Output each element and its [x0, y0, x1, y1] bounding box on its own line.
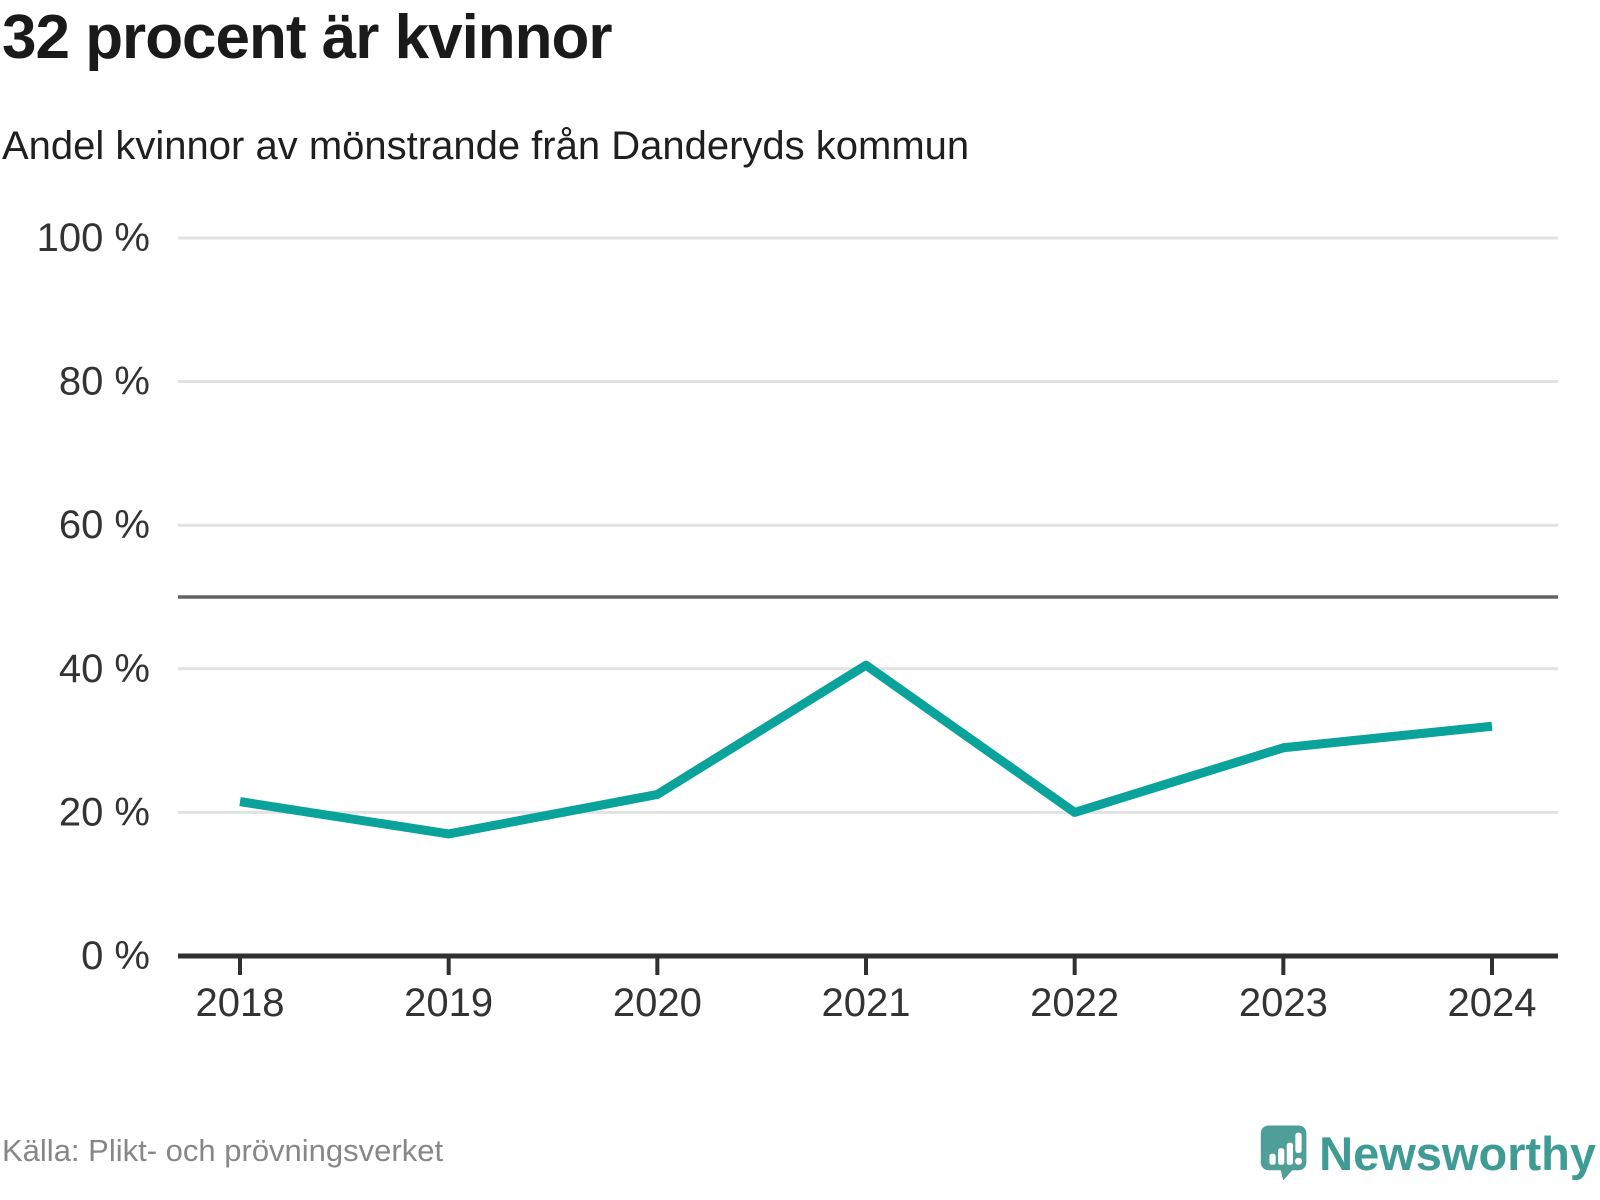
chart-subtitle: Andel kvinnor av mönstrande från Dandery… [2, 124, 970, 168]
x-tick-label: 2018 [196, 981, 285, 1025]
y-tick-label: 40 % [59, 647, 150, 691]
newsworthy-logo-icon [1260, 1125, 1307, 1181]
x-tick-label: 2022 [1030, 981, 1119, 1025]
x-tick-label: 2024 [1448, 981, 1537, 1025]
chart-title: 32 procent är kvinnor [2, 3, 613, 72]
x-tick-label: 2020 [613, 981, 702, 1025]
x-tick-label: 2021 [822, 981, 911, 1025]
x-tick-label: 2023 [1239, 981, 1328, 1025]
y-tick-label: 60 % [59, 503, 150, 547]
newsworthy-logo: Newsworthy [1260, 1117, 1596, 1189]
y-tick-label: 20 % [59, 790, 150, 834]
data-line [239, 660, 1493, 839]
y-tick-label: 0 % [81, 934, 150, 978]
y-tick-label: 80 % [59, 360, 150, 404]
y-tick-label: 100 % [37, 216, 150, 260]
newsworthy-logo-wordmark: Newsworthy [1319, 1126, 1596, 1180]
x-tick-label: 2019 [404, 981, 493, 1025]
source-text: Källa: Plikt- och prövningsverket [2, 1133, 444, 1168]
